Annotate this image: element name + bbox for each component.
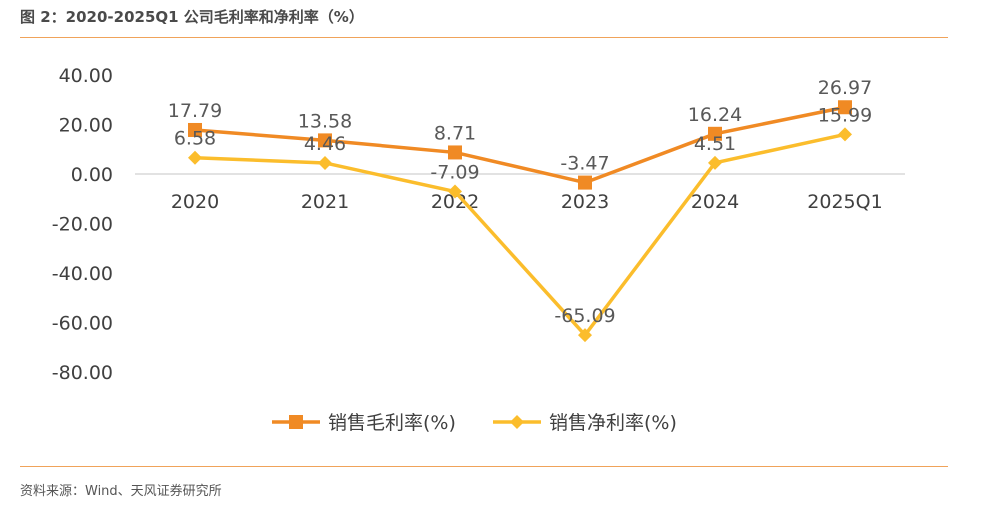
legend-label: 销售净利率(%) [549,412,677,434]
series-line-0 [194,105,846,185]
y-tick-label: -80.00 [52,362,113,384]
series-line-1 [194,132,846,337]
legend: 销售毛利率(%) 销售净利率(%) [272,412,677,434]
y-tick-label: -40.00 [52,263,113,285]
y-tick-label: 20.00 [59,115,113,137]
y-tick-label: -20.00 [52,214,113,236]
data-label: 4.51 [694,133,736,155]
source-divider [20,466,948,467]
data-label: 13.58 [298,110,352,132]
y-axis: 40.00 20.00 0.00 -20.00 -40.00 -60.00 -80.00 [52,65,113,384]
figure-title: 图 2：2020-2025Q1 公司毛利率和净利率（%） [20,8,364,26]
data-label: 16.24 [688,104,742,126]
source-note: 资料来源：Wind、天风证券研究所 [20,484,222,499]
y-tick-label: 0.00 [71,164,113,186]
y-tick-label: 40.00 [59,65,113,87]
x-tick-label: 2025Q1 [807,191,882,213]
data-point-diamond [188,150,202,165]
data-point-square [188,122,202,137]
data-point-square [838,100,852,115]
data-label: 26.97 [818,77,872,99]
x-tick-label: 2023 [561,191,609,213]
data-point-square [448,145,462,160]
x-tick-label: 2021 [301,191,349,213]
data-point-diamond [838,127,852,142]
legend-marker-square [289,415,303,429]
legend-marker-diamond [510,415,524,429]
data-label: 6.58 [174,128,216,150]
x-tick-label: 2024 [691,191,739,213]
title-divider [20,37,948,38]
series-layer [188,100,852,343]
data-labels: 17.79 13.58 8.71 -3.47 16.24 26.97 6.58 4.46 -7.… [168,77,872,327]
data-label: 17.79 [168,100,222,122]
data-label: 8.71 [434,122,476,144]
x-tick-label: 2020 [171,191,219,213]
data-point-diamond [318,155,332,170]
data-label: 15.99 [818,104,872,126]
data-label: -7.09 [430,162,479,184]
data-point-square [708,126,722,141]
data-label: -65.09 [554,305,615,327]
x-axis: 2020 2021 2022 2023 2024 2025Q1 [171,191,883,213]
data-point-square [318,133,332,148]
y-tick-label: -60.00 [52,313,113,335]
data-point-diamond [708,155,722,170]
data-label: 4.46 [304,133,346,155]
data-point-diamond [448,184,462,199]
data-point-diamond [578,328,592,343]
legend-label: 销售毛利率(%) [328,412,456,434]
data-point-square [578,175,592,190]
data-label: -3.47 [560,153,609,175]
